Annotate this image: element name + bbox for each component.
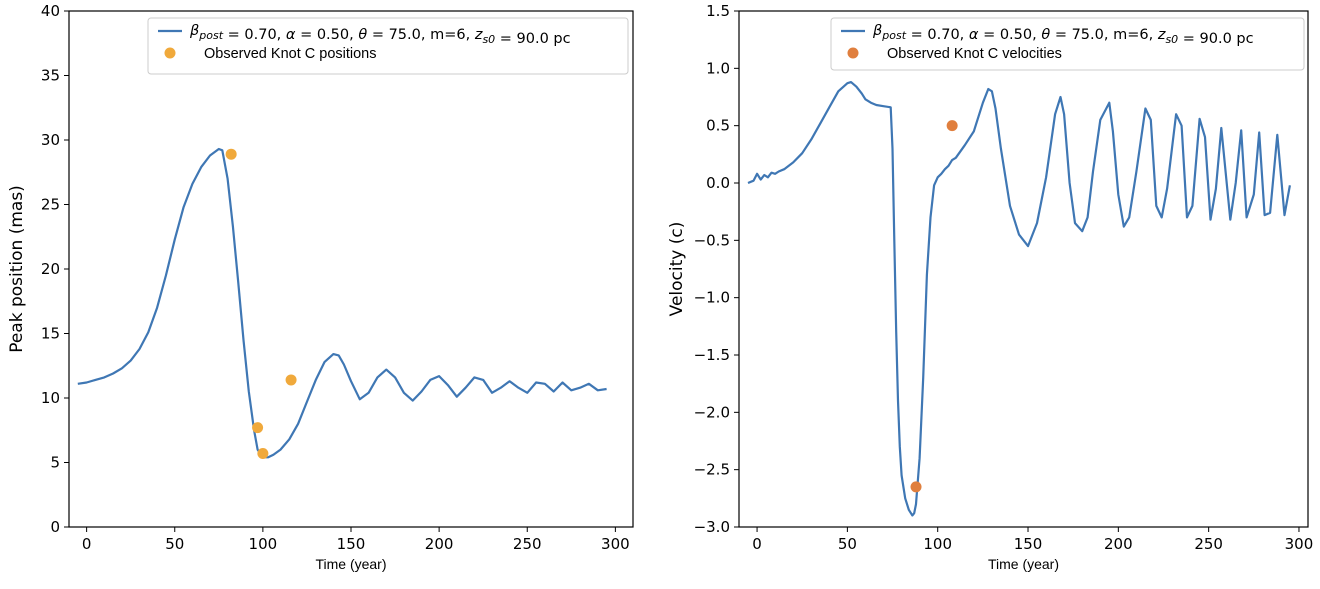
x-axis-label: Time (year) [988,556,1059,572]
x-tick-label: 50 [165,535,184,553]
observed-point [225,148,237,160]
y-tick-label: −0.5 [694,231,730,249]
y-axis-label: Peak position (mas) [7,185,27,353]
y-tick-label: 0 [50,518,60,536]
y-tick-label: 1.5 [706,2,730,20]
legend: βpost = 0.70, α = 0.50, θ = 75.0, m=6, z… [830,17,1305,71]
y-tick-label: 40 [41,2,60,20]
legend-line-label: βpost = 0.70, α = 0.50, θ = 75.0, m=6, z… [872,23,1254,47]
y-tick-label: 20 [41,260,60,278]
legend-dot-swatch [847,47,859,59]
velocity-chart: −3.0 −2.5 −2.0 −1.5 −1.0 −0.5 0.0 0.5 1.0 1.5 0 50 1… [667,2,1313,572]
plot-frame [68,10,634,528]
legend: βpost = 0.70, α = 0.50, θ = 75.0, m=6, z… [147,17,629,75]
observed-point [910,481,922,493]
x-tick-label: 250 [1194,535,1223,553]
observed-point [257,447,269,459]
y-tick-label: 0.0 [706,174,730,192]
x-tick-label: 0 [752,535,762,553]
x-tick-label: 150 [337,535,366,553]
x-tick-label: 250 [513,535,542,553]
y-tick-label: 35 [41,67,60,85]
x-tick-label: 200 [425,535,454,553]
position-chart: 0 5 10 15 20 25 30 35 40 0 50 100 150 200 250 300 Time (… [7,2,634,572]
y-tick-label: −1.5 [694,346,730,364]
y-tick-label: −2.5 [694,461,730,479]
legend-dot-label: Observed Knot C velocities [887,46,1062,62]
legend-dot-label: Observed Knot C positions [204,46,376,62]
y-axis-label: Velocity (c) [667,222,687,317]
x-axis-label: Time (year) [315,556,386,572]
y-tick-label: 0.5 [706,117,730,135]
series-line [747,80,1291,517]
y-tick-label: 15 [41,325,60,343]
y-tick-label: −2.0 [694,403,730,421]
y-tick-label: 30 [41,131,60,149]
series-line [77,147,607,459]
y-tick-label: 1.0 [706,59,730,77]
y-tick-label: 10 [41,389,60,407]
y-tick-label: 5 [50,454,60,472]
x-tick-label: 50 [838,535,857,553]
y-tick-label: −1.0 [694,289,730,307]
x-tick-label: 300 [601,535,630,553]
legend-box [830,17,1305,71]
y-tick-label: 25 [41,196,60,214]
legend-box [147,17,629,75]
x-tick-label: 300 [1285,535,1314,553]
observed-point [946,120,958,132]
observed-point [252,422,264,434]
legend-dot-swatch [164,47,176,59]
x-tick-label: 100 [249,535,278,553]
plot-frame [738,10,1309,528]
x-tick-label: 150 [1014,535,1043,553]
y-tick-label: −3.0 [694,518,730,536]
x-tick-label: 200 [1104,535,1133,553]
x-tick-label: 100 [923,535,952,553]
legend-line-label: βpost = 0.70, α = 0.50, θ = 75.0, m=6, z… [189,23,571,47]
observed-point [285,374,297,386]
x-tick-label: 0 [82,535,92,553]
